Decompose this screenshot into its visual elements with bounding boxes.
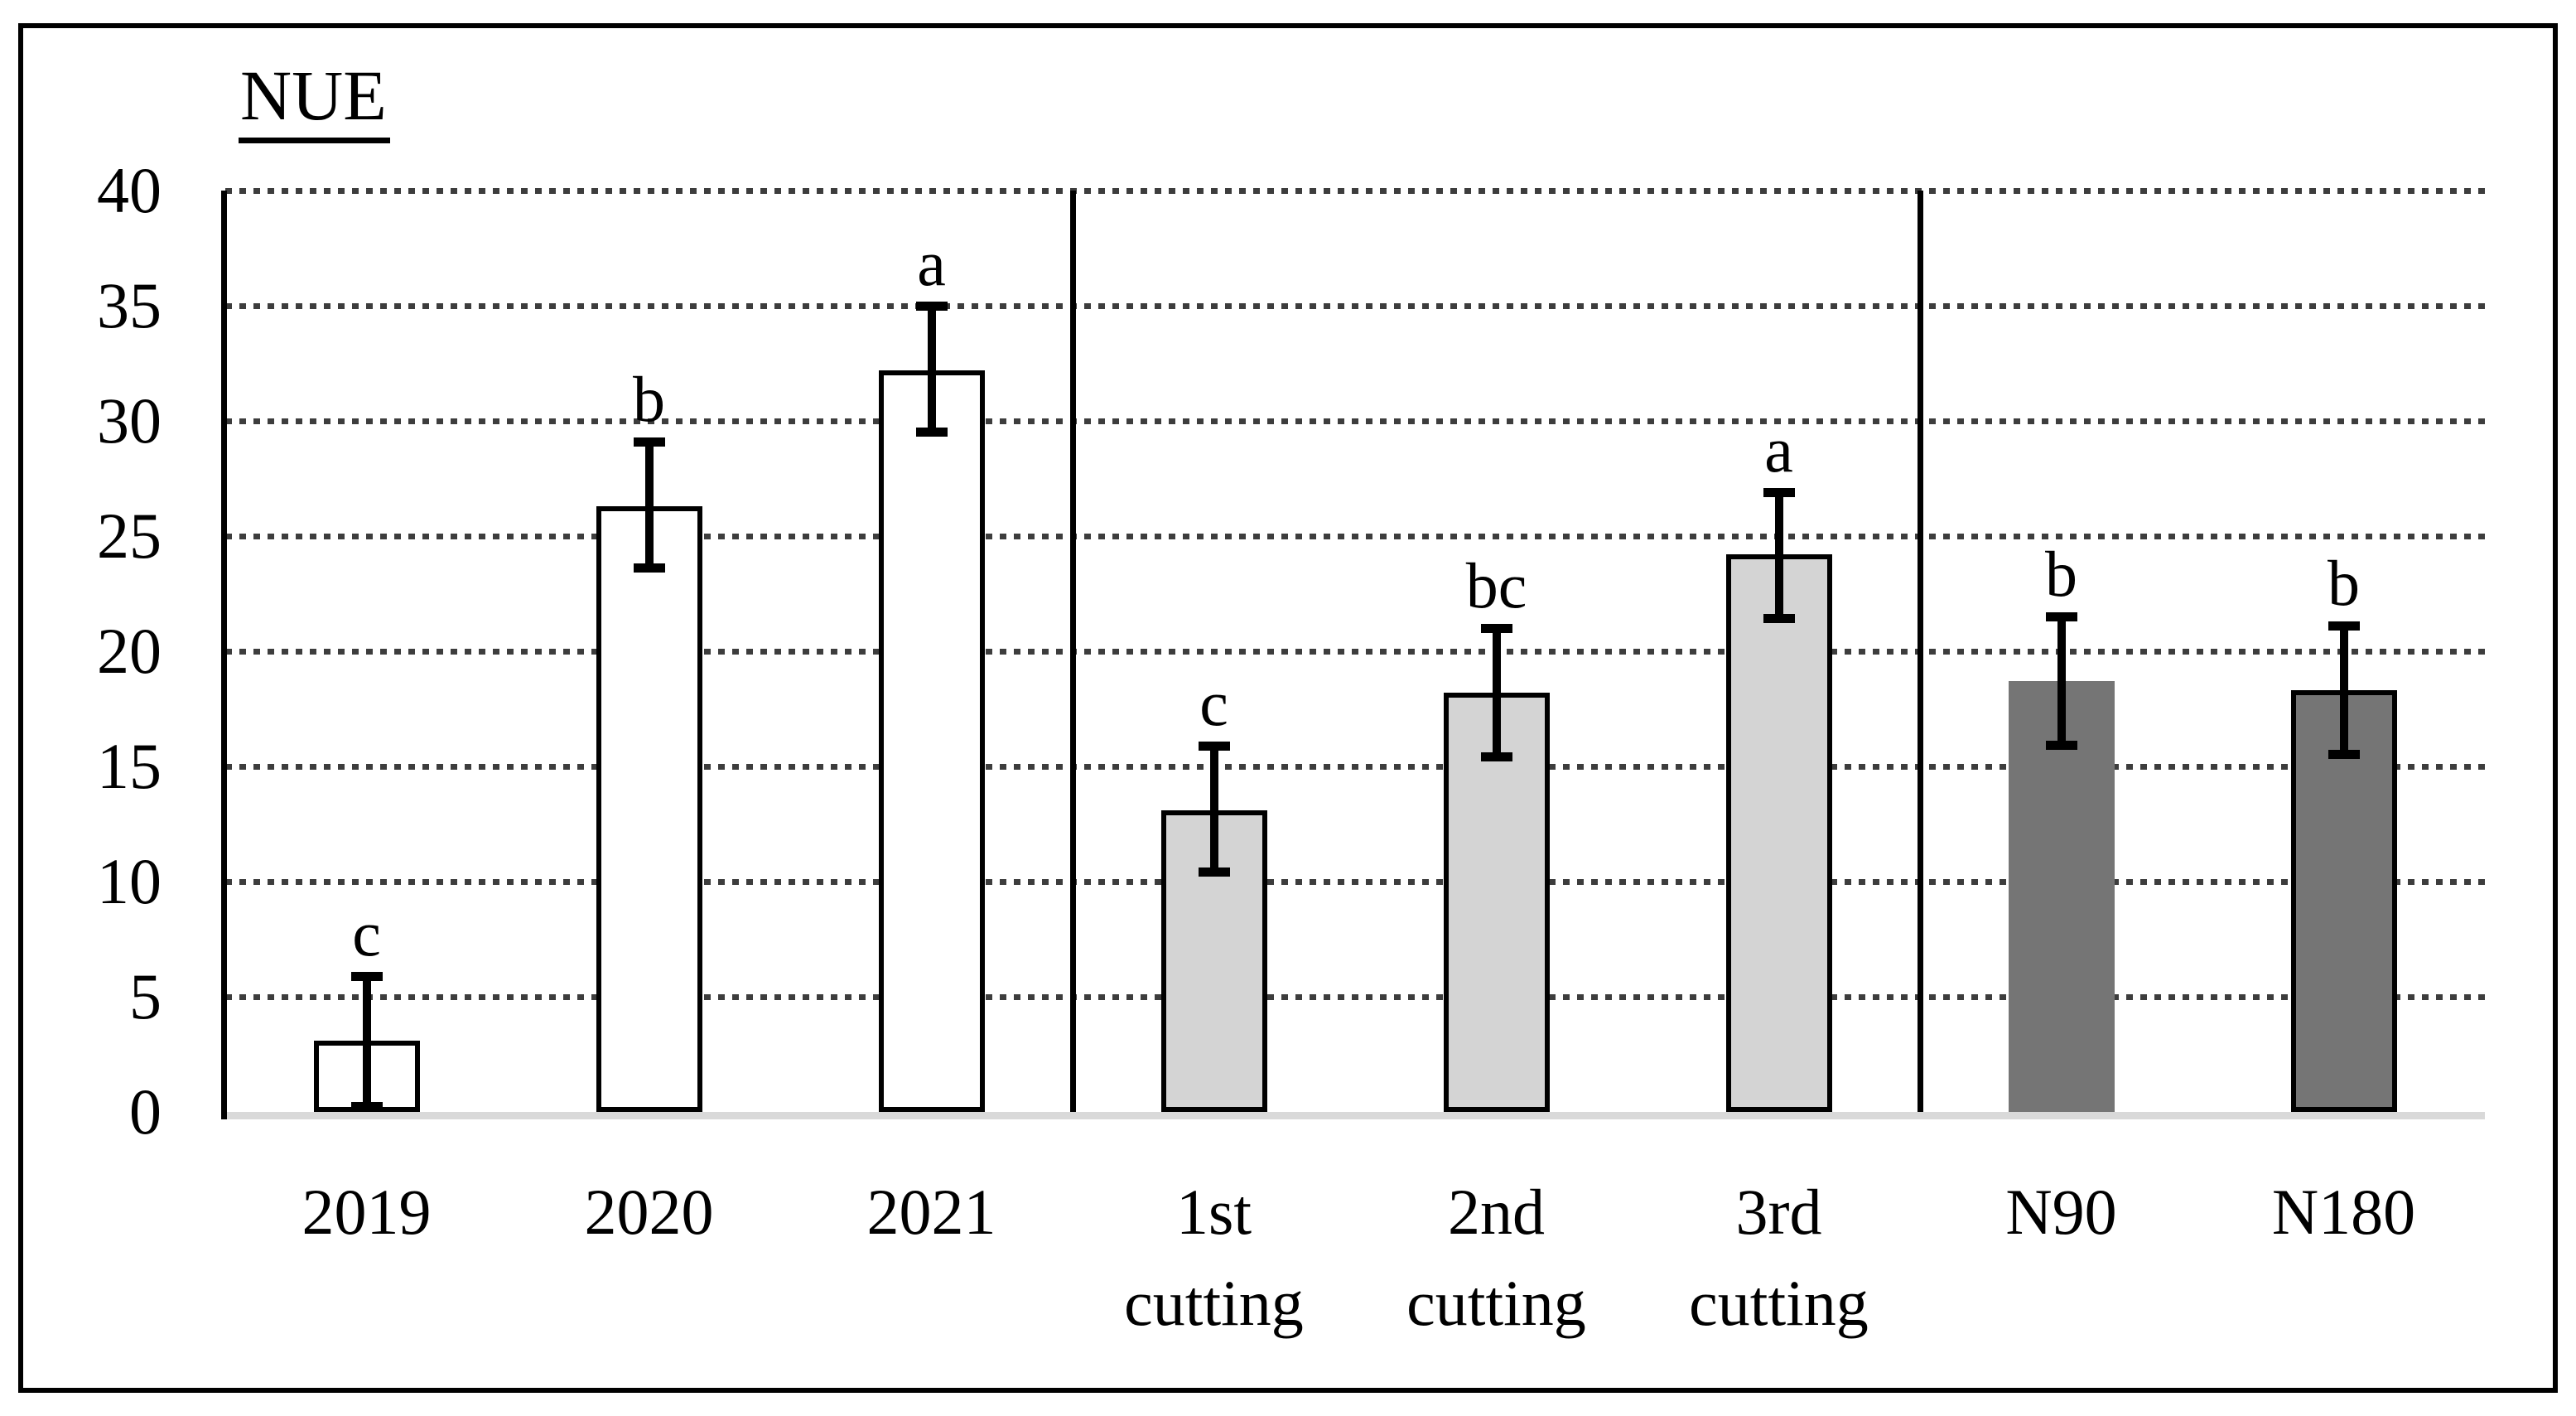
gridline-15: [225, 764, 2485, 770]
error-bar-cap-bottom-n180: [2328, 750, 2360, 760]
gridline-40: [225, 188, 2485, 194]
error-bar-2021: [927, 306, 936, 433]
y-tick-label-0: 0: [129, 1075, 162, 1148]
gridline-35: [225, 303, 2485, 309]
x-tick-label-line: N90: [2005, 1176, 2117, 1248]
x-tick-label-line: N180: [2271, 1176, 2416, 1248]
x-tick-label-line: 3rd: [1735, 1176, 1822, 1248]
bar-2nd-cutting: [1443, 693, 1550, 1112]
bar-3rd-cutting: [1725, 554, 1832, 1112]
x-tick-label-line: 2019: [301, 1176, 432, 1248]
gridline-25: [225, 534, 2485, 539]
group-separator: [1917, 191, 1923, 1112]
error-bar-cap-top-2nd-cutting: [1480, 624, 1512, 634]
error-bar-2020: [644, 442, 654, 568]
x-tick-label-line: cutting: [1689, 1267, 1869, 1339]
error-bar-cap-top-n90: [2045, 612, 2077, 622]
x-tick-label-2nd-cutting: 2nd cutting: [1348, 1167, 1646, 1349]
sig-letter-n180: b: [2328, 547, 2360, 620]
error-bar-cap-bottom-1st-cutting: [1198, 867, 1230, 877]
x-axis-baseline: [225, 1112, 2485, 1119]
y-tick-label-40: 40: [97, 154, 162, 226]
y-tick-label-30: 30: [97, 384, 162, 457]
x-tick-label-line: 2021: [866, 1176, 996, 1248]
y-axis-line: [221, 191, 227, 1119]
x-tick-label-line: cutting: [1406, 1267, 1586, 1339]
sig-letter-2020: b: [633, 363, 665, 436]
sig-letter-1st-cutting: c: [1199, 666, 1228, 739]
gridline-20: [225, 649, 2485, 655]
gridline-10: [225, 879, 2485, 885]
sig-letter-2021: a: [917, 227, 946, 299]
sig-letter-2nd-cutting: bc: [1465, 549, 1527, 622]
x-tick-label-2021: 2021: [783, 1167, 1081, 1258]
error-bar-cap-top-3rd-cutting: [1763, 488, 1795, 498]
chart-title: NUE: [239, 60, 390, 143]
error-bar-n180: [2339, 626, 2348, 756]
error-bar-1st-cutting: [1209, 745, 1218, 872]
error-bar-cap-bottom-2020: [633, 563, 665, 573]
error-bar-n90: [2057, 616, 2066, 746]
bar-n90: [2008, 681, 2115, 1112]
y-tick-label-20: 20: [97, 615, 162, 687]
x-tick-label-n90: N90: [1913, 1167, 2211, 1258]
y-tick-label-15: 15: [97, 730, 162, 802]
sig-letter-2019: c: [352, 896, 381, 969]
error-bar-cap-top-n180: [2328, 621, 2360, 631]
x-tick-label-line: 2020: [584, 1176, 714, 1248]
x-tick-label-line: 1st: [1175, 1176, 1252, 1248]
y-tick-label-25: 25: [97, 500, 162, 572]
bar-2021: [878, 370, 985, 1112]
x-tick-label-n180: N180: [2195, 1167, 2493, 1258]
error-bar-cap-bottom-n90: [2045, 740, 2077, 750]
error-bar-cap-top-2020: [633, 437, 665, 447]
y-tick-label-5: 5: [129, 960, 162, 1032]
error-bar-cap-bottom-3rd-cutting: [1763, 614, 1795, 624]
x-tick-label-2020: 2020: [500, 1167, 798, 1258]
y-tick-label-10: 10: [97, 845, 162, 917]
bar-n180: [2290, 690, 2397, 1112]
y-tick-label-35: 35: [97, 269, 162, 341]
gridline-30: [225, 418, 2485, 424]
error-bar-2nd-cutting: [1492, 628, 1501, 757]
error-bar-cap-top-2021: [915, 302, 948, 311]
x-tick-label-2019: 2019: [218, 1167, 516, 1258]
figure-border: [18, 23, 2558, 1393]
x-tick-label-line: 2nd: [1448, 1176, 1545, 1248]
x-tick-label-1st-cutting: 1st cutting: [1065, 1167, 1363, 1349]
error-bar-cap-top-1st-cutting: [1198, 741, 1230, 751]
error-bar-cap-bottom-2nd-cutting: [1480, 751, 1512, 761]
sig-letter-3rd-cutting: a: [1764, 413, 1793, 486]
error-bar-2019: [362, 975, 371, 1108]
error-bar-cap-bottom-2021: [915, 427, 948, 437]
error-bar-cap-bottom-2019: [350, 1102, 383, 1112]
error-bar-cap-top-2019: [350, 971, 383, 981]
group-separator: [1069, 191, 1076, 1112]
x-tick-label-3rd-cutting: 3rd cutting: [1630, 1167, 1928, 1349]
gridline-5: [225, 994, 2485, 1000]
x-tick-label-line: cutting: [1124, 1267, 1304, 1339]
error-bar-3rd-cutting: [1774, 492, 1783, 620]
sig-letter-n90: b: [2045, 538, 2077, 611]
bar-2020: [596, 505, 702, 1112]
